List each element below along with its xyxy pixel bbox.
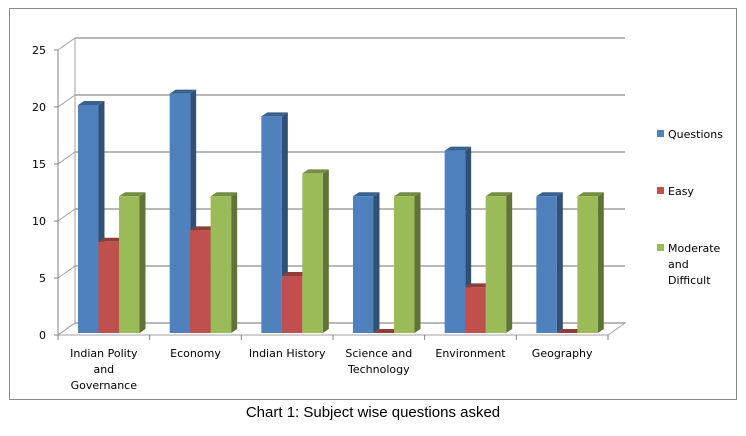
bar-front [536, 196, 557, 333]
legend-label: Easy [668, 185, 694, 198]
y-tick-label: 20 [32, 101, 46, 114]
x-tick-label: Indian History [249, 347, 326, 360]
x-tick-label: Science and [345, 347, 412, 360]
bar-moderate-and-difficult [577, 192, 604, 333]
bar-side [597, 192, 604, 333]
bar-moderate-and-difficult [302, 169, 329, 333]
bar-front [353, 196, 374, 333]
y-tick-label: 10 [32, 215, 46, 228]
x-tick-label: Technology [347, 363, 410, 376]
bar-front [302, 173, 323, 333]
y-tick-label: 15 [32, 158, 46, 171]
x-tick-label: Geography [532, 347, 593, 360]
bar-front [281, 276, 303, 333]
bar-side [139, 192, 146, 333]
bar-top [190, 226, 217, 231]
bar-top [98, 237, 125, 242]
gridline-side [57, 151, 76, 165]
bar-front [577, 196, 598, 333]
legend-label: Questions [668, 128, 723, 141]
bar-top [353, 192, 380, 197]
bar-top [444, 146, 472, 151]
legend-label: Difficult [668, 274, 711, 287]
bar-side [414, 192, 421, 333]
bar-front [465, 287, 486, 333]
bar-questions [536, 192, 563, 333]
bar-moderate-and-difficult [119, 192, 146, 333]
bar-top [78, 101, 105, 105]
legend-swatch [657, 130, 664, 137]
gridline-side [57, 208, 76, 222]
bar-moderate-and-difficult [210, 192, 238, 333]
legend-swatch [657, 187, 664, 194]
bar-top [261, 112, 288, 117]
bar-top [169, 89, 197, 94]
gridline-side [57, 265, 76, 279]
bar-top [536, 192, 563, 197]
chart-frame [9, 8, 737, 400]
bar-front [98, 241, 119, 333]
bar-front [210, 196, 232, 333]
bar-front [169, 93, 191, 333]
bar-side [231, 192, 238, 333]
legend-label: and [668, 258, 689, 271]
gridline-side [57, 94, 76, 108]
bar-top [302, 169, 329, 174]
bar-moderate-and-difficult [485, 192, 513, 333]
y-tick-label: 25 [32, 44, 46, 57]
bar-front [190, 230, 211, 333]
bar-easy [556, 329, 584, 333]
bar-moderate-and-difficult [394, 192, 421, 333]
legend-swatch [657, 244, 664, 251]
bar-top [281, 272, 309, 276]
bar-top [577, 192, 604, 197]
bar-front [119, 196, 140, 333]
x-tick-label: and [93, 363, 114, 376]
x-tick-label: Indian Polity [70, 347, 138, 360]
x-tick-label: Environment [435, 347, 506, 360]
bar-side [556, 192, 563, 333]
bar-side [506, 192, 513, 333]
bar-front [444, 150, 466, 333]
gridline-side [57, 37, 76, 51]
bar-top [373, 329, 400, 333]
bar-side [373, 192, 380, 333]
bar-side [322, 169, 329, 333]
bar-top [210, 192, 238, 197]
y-tick-label: 0 [39, 329, 46, 342]
bar-top [485, 192, 513, 197]
bar-front [78, 105, 99, 333]
bar-easy [373, 329, 400, 333]
bar-front [394, 196, 415, 333]
x-tick-label: Governance [71, 379, 138, 392]
chart-caption: Chart 1: Subject wise questions asked [245, 404, 501, 421]
bar-front [261, 116, 282, 334]
bar-top [119, 192, 146, 197]
bar-top [556, 329, 584, 333]
y-tick-label: 5 [39, 272, 46, 285]
bar-top [394, 192, 421, 197]
bar-front [485, 196, 507, 333]
bar-questions [353, 192, 380, 333]
x-tick-label: Economy [170, 347, 221, 360]
legend-label: Moderate [668, 242, 721, 255]
bar-top [465, 283, 492, 288]
